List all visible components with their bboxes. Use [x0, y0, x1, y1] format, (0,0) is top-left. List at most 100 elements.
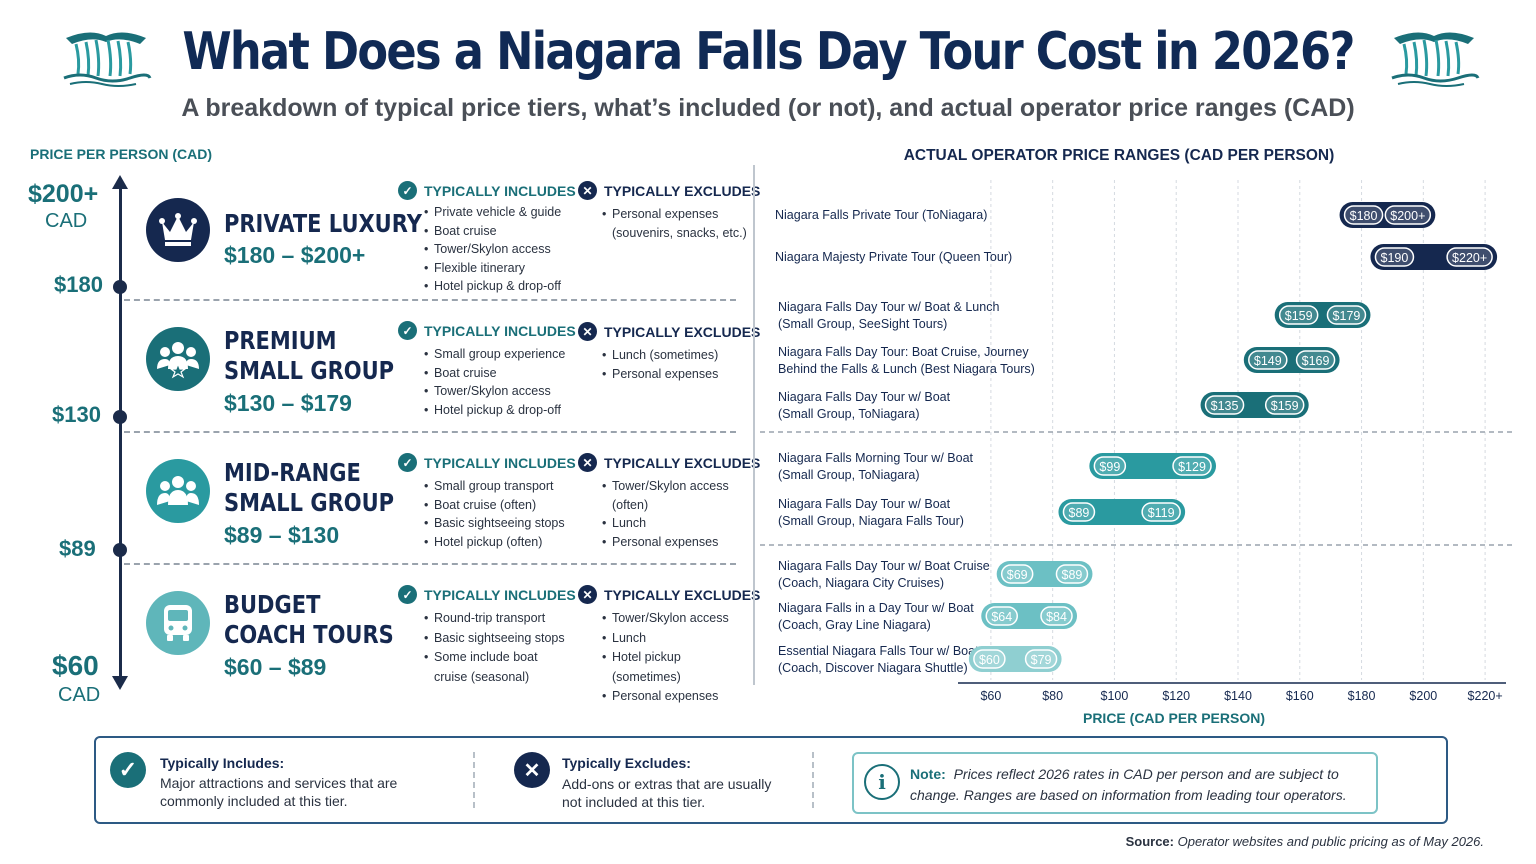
bar-label: (Small Group, ToNiagara): [778, 407, 920, 421]
list-item: Small group experience: [424, 345, 565, 364]
includes-heading: ✓ TYPICALLY INCLUDES: [398, 453, 576, 472]
range-high-pill: [1141, 502, 1181, 522]
check-icon: ✓: [398, 181, 417, 200]
list-item: Tower/Skylon access: [602, 609, 752, 629]
x-tick-label: $120: [1162, 689, 1190, 703]
range-bar: [1089, 453, 1217, 479]
range-bar: [996, 561, 1093, 587]
range-high-label: $179: [1333, 309, 1361, 323]
list-item: Lunch: [602, 514, 734, 533]
legend-includes-title: Typically Includes:: [160, 755, 285, 771]
range-high-label: $84: [1046, 610, 1067, 624]
range-low-label: $190: [1381, 251, 1409, 265]
range-high-pill: [1040, 606, 1073, 626]
range-low-pill: [1093, 456, 1127, 476]
bar-label: Niagara Falls Day Tour w/ Boat Cruise: [778, 559, 990, 573]
includes-heading: ✓ TYPICALLY INCLUDES: [398, 181, 576, 200]
list-item: Basic sightseeing stops: [424, 629, 574, 649]
waterfall-icon: [1391, 32, 1480, 87]
axis-bottom-unit: CAD: [58, 684, 101, 706]
axis-tick-label: $130: [52, 402, 101, 427]
tier-price-range: $180 – $200+: [224, 242, 366, 268]
tier-name: COACH TOURS: [224, 620, 394, 649]
includes-heading: ✓ TYPICALLY INCLUDES: [398, 585, 576, 604]
range-low-pill: [1204, 395, 1245, 415]
page-subtitle: A breakdown of typical price tiers, what…: [181, 94, 1355, 122]
tier-name: SMALL GROUP: [224, 356, 395, 385]
legend-excludes-text: Add-ons or extras that are usually not i…: [562, 776, 772, 810]
bar-label: Essential Niagara Falls Tour w/ Boat: [778, 644, 979, 658]
list-item: Some include boat cruise (seasonal): [424, 648, 574, 687]
excludes-heading: ✕ TYPICALLY EXCLUDES: [578, 322, 760, 341]
axis-tick-dot: [113, 543, 127, 557]
x-tick-label: $180: [1348, 689, 1376, 703]
range-high-label: $220+: [1452, 251, 1487, 265]
list-item: Hotel pickup (sometimes): [602, 648, 752, 687]
x-icon: ✕: [578, 181, 597, 200]
list-item: Small group transport: [424, 477, 565, 496]
list-item: Tower/Skylon access: [424, 240, 561, 259]
includes-list: Round-trip transport Basic sightseeing s…: [424, 609, 574, 687]
range-low-label: $135: [1211, 399, 1239, 413]
tier-name: SMALL GROUP: [224, 488, 395, 517]
chart-title: ACTUAL OPERATOR PRICE RANGES (CAD PER PE…: [903, 147, 1335, 164]
range-high-pill: [1326, 305, 1367, 325]
tier-divider: [124, 299, 736, 301]
price-range-chart: $60 $80 $100 $120 $140 $160 $180 $200 $220+ PRICE…: [760, 180, 1516, 726]
includes-list: Small group transport Boat cruise (often…: [424, 477, 565, 551]
bar-label: Niagara Majesty Private Tour (Queen Tour…: [775, 250, 1012, 264]
crown-icon: [146, 198, 210, 262]
excludes-list: Personal expenses (souvenirs, snacks, et…: [602, 205, 747, 242]
list-item: Round-trip transport: [424, 609, 574, 629]
price-axis-title: PRICE PER PERSON (CAD): [30, 146, 213, 162]
list-item: Personal expenses: [602, 533, 734, 552]
info-icon: i: [864, 764, 900, 800]
x-tick-label: $140: [1224, 689, 1252, 703]
tier-price-range: $60 – $89: [224, 654, 327, 680]
range-high-label: $89: [1062, 568, 1083, 582]
bar-label: (Coach, Gray Line Niagara): [778, 618, 931, 632]
tier-price-range: $130 – $179: [224, 390, 352, 416]
range-low-pill: [1000, 564, 1034, 584]
tier-price-range: $89 – $130: [224, 522, 340, 548]
range-low-label: $180: [1350, 209, 1378, 223]
range-low-pill: [1278, 305, 1319, 325]
range-bar: [1058, 499, 1186, 525]
bar-label: Niagara Falls Day Tour w/ Boat & Lunch: [778, 300, 999, 314]
includes-heading: ✓ TYPICALLY INCLUDES: [398, 321, 576, 340]
range-high-label: $169: [1302, 354, 1330, 368]
list-item: Basic sightseeing stops: [424, 514, 565, 533]
range-low-label: $159: [1285, 309, 1313, 323]
range-high-label: $159: [1271, 399, 1299, 413]
range-high-label: $129: [1178, 460, 1206, 474]
range-high-pill: [1024, 649, 1058, 669]
range-low-label: $89: [1069, 506, 1090, 520]
list-item: Private vehicle & guide: [424, 203, 561, 222]
range-bar: [1339, 202, 1436, 228]
list-item: Hotel pickup & drop-off: [424, 401, 565, 420]
includes-list: Private vehicle & guide Boat cruise Towe…: [424, 203, 561, 296]
list-item: Tower/Skylon access (often): [602, 477, 734, 514]
range-low-label: $64: [991, 610, 1012, 624]
tier-divider: [124, 431, 736, 433]
price-axis-line: [119, 184, 122, 680]
x-tick-label: $160: [1286, 689, 1314, 703]
bar-label: Niagara Falls Day Tour: Boat Cruise, Jou…: [778, 345, 1029, 359]
tier-name: PREMIUM: [224, 326, 337, 355]
range-low-label: $60: [979, 653, 1000, 667]
axis-tick-label: $89: [59, 536, 96, 561]
bar-label: (Small Group, Niagara Falls Tour): [778, 514, 964, 528]
bar-label: Niagara Falls Private Tour (ToNiagara): [775, 208, 987, 222]
range-bar: [981, 603, 1078, 629]
list-item: Hotel pickup & drop-off: [424, 277, 561, 296]
excludes-heading: ✕ TYPICALLY EXCLUDES: [578, 585, 760, 604]
x-tick-label: $60: [980, 689, 1001, 703]
group-icon: [146, 459, 210, 523]
bar-label: Niagara Falls Morning Tour w/ Boat: [778, 451, 974, 465]
range-low-label: $69: [1007, 568, 1028, 582]
note-text: Note: Prices reflect 2026 rates in CAD p…: [910, 766, 1347, 803]
range-low-pill: [1062, 502, 1096, 522]
legend-divider: [812, 752, 814, 808]
excludes-list: Lunch (sometimes) Personal expenses: [602, 346, 747, 383]
bus-icon: [146, 591, 210, 655]
